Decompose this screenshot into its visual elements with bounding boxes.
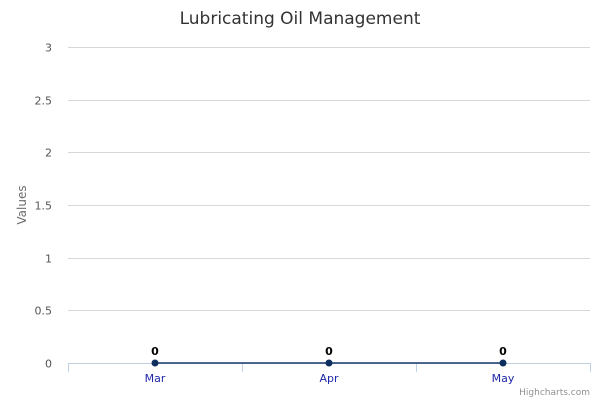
series-layer: 0 0 0 [151, 345, 507, 367]
y-tick-label: 3 [45, 42, 52, 55]
credits-link[interactable]: Highcharts.com [519, 388, 590, 398]
data-label: 0 [325, 345, 333, 358]
x-tick-label: Mar [145, 372, 166, 385]
y-tick-label: 2 [45, 147, 52, 160]
data-label: 0 [151, 345, 159, 358]
x-tick-label: May [492, 372, 515, 385]
y-tick-label: 2.5 [35, 95, 53, 108]
grid-layer: 0 0.5 1 1.5 2 2.5 3 [35, 42, 590, 371]
y-axis-label: Values [15, 185, 29, 224]
data-point[interactable] [499, 359, 507, 367]
data-point[interactable] [151, 359, 159, 367]
data-point[interactable] [325, 359, 333, 367]
y-tick-label: 0 [45, 358, 52, 371]
chart-title: Lubricating Oil Management [180, 9, 421, 29]
data-label: 0 [499, 345, 507, 358]
y-tick-label: 0.5 [35, 305, 53, 318]
y-tick-label: 1.5 [35, 200, 53, 213]
y-tick-label: 1 [45, 253, 52, 266]
x-tick-label: Apr [319, 372, 339, 385]
